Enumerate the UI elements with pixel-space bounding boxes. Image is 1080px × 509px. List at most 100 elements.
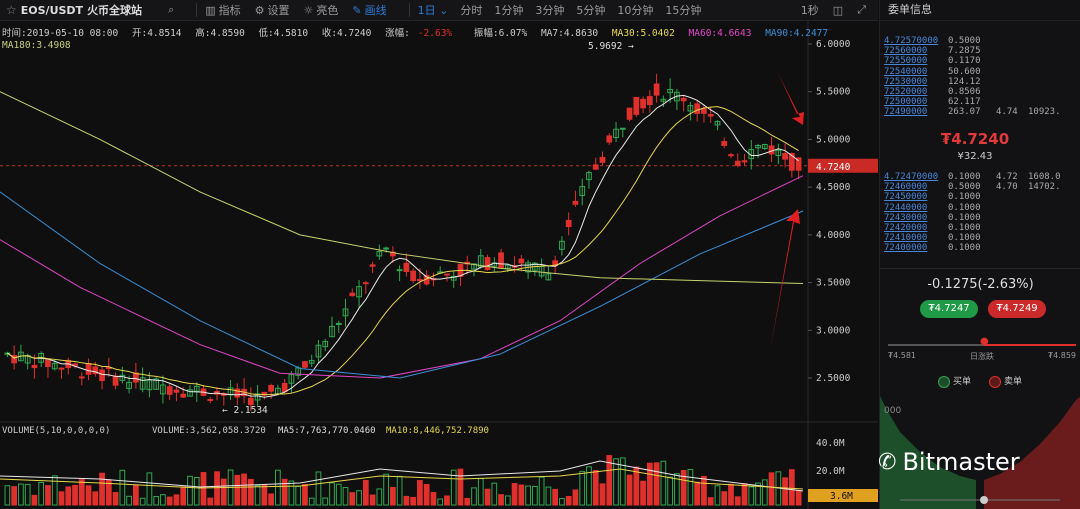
volume-bar xyxy=(180,486,187,506)
candle-body xyxy=(410,270,417,281)
period-dropdown[interactable]: 1日 ⌄ xyxy=(418,2,449,18)
ask-row[interactable]: 4.72570000 0.5000 xyxy=(884,36,1061,46)
volume-bar xyxy=(504,495,511,506)
candle-body xyxy=(302,361,308,368)
interval-tab[interactable]: 3分钟 xyxy=(535,4,565,17)
ask-price: 72490000 xyxy=(884,107,928,118)
candle-body xyxy=(572,200,579,205)
bid-row[interactable]: 72460000 0.5000 4.70 14702. xyxy=(884,182,1061,192)
volume-bar xyxy=(396,475,403,506)
candle-body xyxy=(362,282,369,285)
volume-indicator-label: VOLUME(5,10,0,0,0,0) xyxy=(2,426,110,436)
bid-total: 4.72 xyxy=(996,172,1018,182)
volume-bar xyxy=(268,493,274,506)
volume-bar xyxy=(92,491,99,506)
ask-row[interactable]: 72540000 50.600 xyxy=(884,67,1061,77)
interval-tab[interactable]: 5分钟 xyxy=(576,4,606,17)
favorite-star-icon[interactable]: ☆ xyxy=(6,3,17,17)
volume-bar xyxy=(464,497,471,506)
candle-body xyxy=(356,286,362,298)
bid-row[interactable]: 72420000 0.1000 xyxy=(884,223,1061,233)
ask-amount: 263.07 xyxy=(948,107,981,118)
volume-bar xyxy=(322,497,329,506)
volume-bar xyxy=(207,497,214,506)
volume-bar xyxy=(667,476,673,506)
volume-bar xyxy=(788,469,795,506)
volume-bar xyxy=(782,477,788,506)
info-open: 开:4.8514 xyxy=(131,28,182,39)
settings-button[interactable]: ⚙ 设置 xyxy=(255,2,290,18)
range-bar-left xyxy=(888,344,984,346)
divider xyxy=(880,268,1080,269)
bid-amount: 0.1000 xyxy=(948,233,981,244)
candlestick-chart[interactable]: 6.0000 5.5000 5.0000 4.5000 4.0000 3.5000 3.00… xyxy=(0,21,878,509)
volume-bar xyxy=(193,476,200,506)
bid-total xyxy=(996,233,1028,243)
interval-tab[interactable]: 15分钟 xyxy=(665,4,702,17)
interval-tab[interactable]: 10分钟 xyxy=(617,4,654,17)
draw-button[interactable]: ✎ 画线 xyxy=(352,2,386,18)
candle-body xyxy=(58,367,65,370)
ask-amount: 0.1170 xyxy=(948,56,981,67)
theme-button[interactable]: ☼ 亮色 xyxy=(304,2,339,18)
volume-bar xyxy=(112,492,119,506)
info-low: 低:4.5810 xyxy=(258,28,309,39)
info-ma30: MA30:5.0402 xyxy=(611,28,675,39)
volume-bar xyxy=(707,497,714,506)
volume-bar xyxy=(187,475,193,506)
candle-body xyxy=(403,262,410,273)
buy-button[interactable]: ₮4.7247 xyxy=(920,300,978,318)
info-ma90: MA90:4.2477 xyxy=(765,28,829,39)
volume-bar xyxy=(18,483,24,506)
search-icon[interactable]: ⌕ xyxy=(168,3,175,16)
bid-row[interactable]: 72450000 0.1000 xyxy=(884,192,1061,202)
volume-bar xyxy=(85,485,92,506)
fullscreen-icon[interactable]: ⤢ xyxy=(857,3,866,16)
ask-price: 72560000 xyxy=(884,46,928,57)
ma7-line xyxy=(7,94,799,398)
interval-tab[interactable]: 分时 xyxy=(460,4,483,17)
candle-body xyxy=(78,376,85,379)
bid-price: 72460000 xyxy=(884,182,928,193)
legend-sell-label: 卖单 xyxy=(1004,377,1023,387)
indicators-icon: ▥ xyxy=(205,3,216,17)
bid-amount: 0.5000 xyxy=(948,182,981,193)
volume-bar xyxy=(45,485,51,506)
depth-scroll-handle[interactable] xyxy=(980,496,988,504)
bid-row[interactable]: 72440000 0.1000 xyxy=(884,203,1061,213)
volume-bar xyxy=(619,457,626,506)
volume-bar xyxy=(295,485,302,506)
ask-total xyxy=(996,87,1028,97)
volume-bar xyxy=(24,483,31,506)
bid-total xyxy=(996,213,1028,223)
interval-tab[interactable]: 1分钟 xyxy=(494,4,524,17)
range-bar: ● xyxy=(888,336,1076,348)
bid-row[interactable]: 72430000 0.1000 xyxy=(884,213,1061,223)
ask-row[interactable]: 72490000 263.07 4.74 10923. xyxy=(884,107,1061,117)
bid-total xyxy=(996,203,1028,213)
candle-body xyxy=(660,98,667,102)
volume-bar xyxy=(511,483,518,506)
bid-row[interactable]: 4.72470000 0.1000 4.72 1608.0 xyxy=(884,172,1061,182)
volume-bar xyxy=(4,485,11,506)
volume-bar xyxy=(31,494,38,506)
refresh-rate[interactable]: 1秒 xyxy=(800,4,819,17)
draw-label: 画线 xyxy=(364,4,387,17)
current-price-label: 4.7240 xyxy=(816,162,851,173)
ask-row[interactable]: 72530000 124.12 xyxy=(884,77,1061,87)
bid-row[interactable]: 72410000 0.1000 xyxy=(884,233,1061,243)
volume-bar xyxy=(173,494,180,506)
ask-row[interactable]: 72500000 62.117 xyxy=(884,97,1061,107)
ask-row[interactable]: 72550000 0.1170 xyxy=(884,56,1061,66)
bid-row[interactable]: 72400000 0.1000 xyxy=(884,243,1061,253)
candle-body xyxy=(99,369,105,382)
ask-row[interactable]: 72560000 7.2875 xyxy=(884,46,1061,56)
indicators-button[interactable]: ▥ 指标 xyxy=(205,2,240,18)
camera-icon[interactable]: ◫ xyxy=(832,3,844,17)
trading-pair[interactable]: EOS/USDT xyxy=(20,3,84,17)
volume-bar xyxy=(633,466,640,506)
current-volume-label: 3.6M xyxy=(830,491,853,502)
volume-bar xyxy=(646,462,653,506)
sell-button[interactable]: ₮4.7249 xyxy=(988,300,1046,318)
ask-row[interactable]: 72520000 0.8506 xyxy=(884,87,1061,97)
